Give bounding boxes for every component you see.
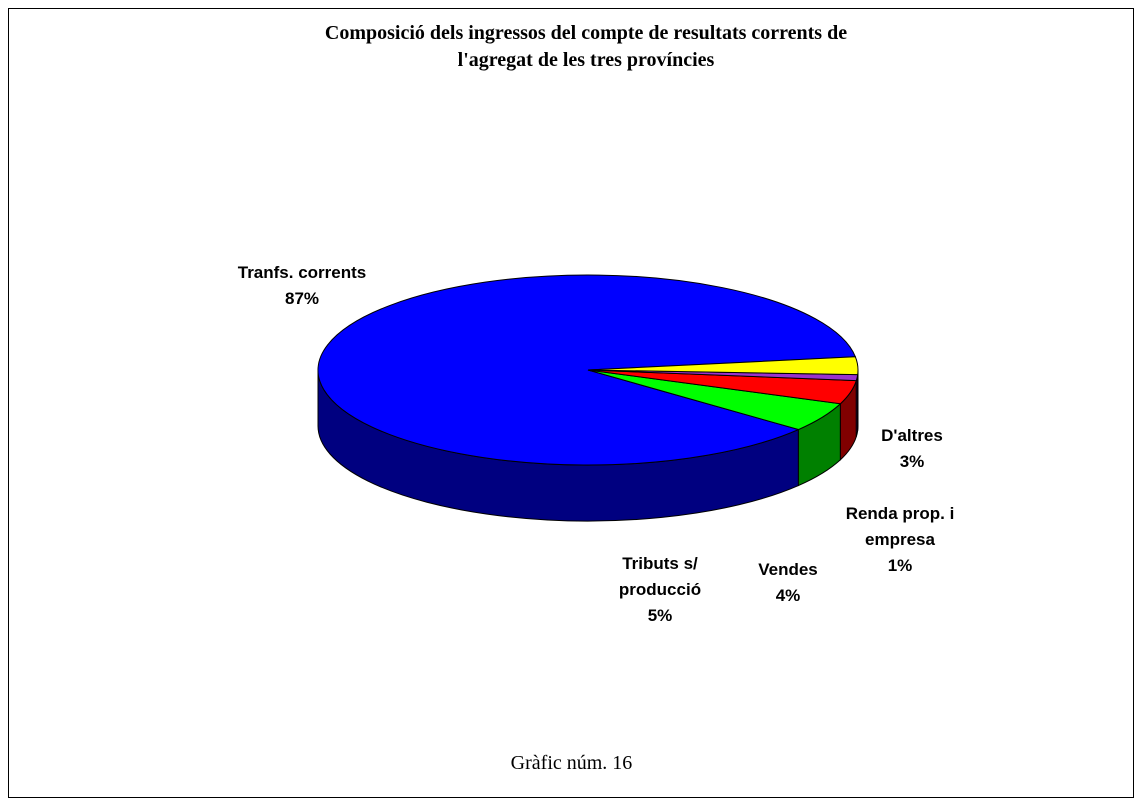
value-label: 1% [825,553,975,579]
category-name: Renda prop. i empresa [825,501,975,553]
value-label: 5% [600,603,720,629]
category-name: Tranfs. corrents [202,260,402,286]
category-name: Vendes [738,557,838,583]
category-name: D'altres [862,423,962,449]
value-label: 4% [738,583,838,609]
value-label: 87% [202,286,402,312]
value-label: 3% [862,449,962,475]
caption: Gràfic núm. 16 [0,752,1143,775]
category-name: Tributs s/ producció [600,551,720,603]
